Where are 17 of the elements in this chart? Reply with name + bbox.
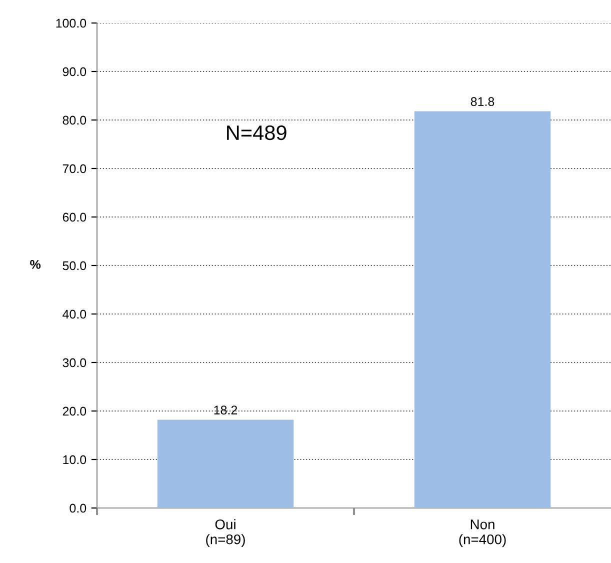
y-axis-title: % (30, 260, 41, 269)
y-tick-label: 60.0 (62, 212, 86, 222)
y-tick-label: 70.0 (62, 164, 86, 174)
y-tick-label: 100.0 (56, 18, 86, 28)
y-tick-label: 90.0 (62, 67, 86, 76)
x-tick-label: Non (n=400) (459, 520, 506, 548)
y-tick-label: 10.0 (63, 455, 86, 464)
data-label: 18.2 (214, 406, 238, 414)
y-tick-label: 50.0 (62, 261, 86, 270)
y-tick-label: 40.0 (62, 310, 86, 319)
annotation: N=489 (227, 125, 286, 140)
x-tick-label: Oui (n=89) (206, 519, 245, 548)
y-tick-label: 0.0 (70, 504, 86, 513)
y-tick-label: 30.0 (62, 358, 86, 368)
y-tick-label: 80.0 (62, 116, 86, 125)
data-label: 81.8 (470, 97, 494, 106)
y-tick-label: 20.0 (62, 406, 86, 416)
